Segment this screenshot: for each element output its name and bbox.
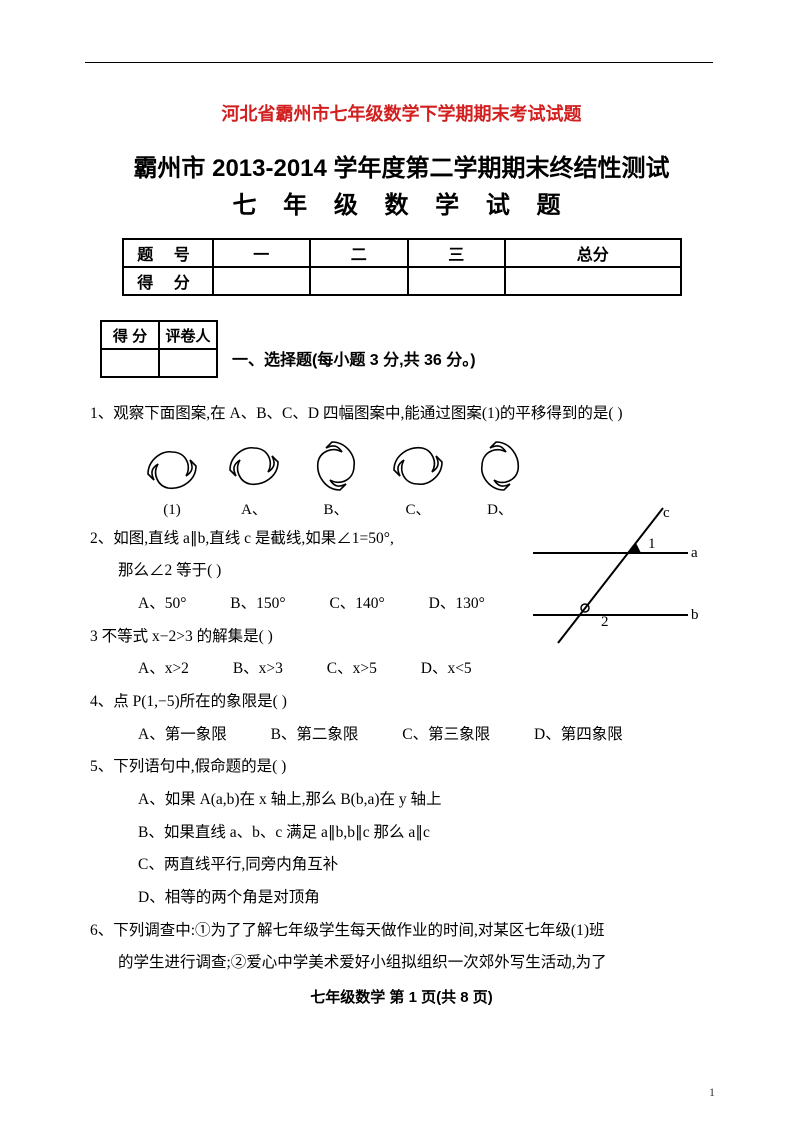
shape-label: D、 bbox=[473, 498, 527, 519]
leaf-shape-icon bbox=[227, 439, 281, 493]
diagram-label-b: b bbox=[691, 607, 699, 623]
question-4-options: A、第一象限 B、第二象限 C、第三象限 D、第四象限 bbox=[90, 721, 713, 750]
question-5-option-a: A、如果 A(a,b)在 x 轴上,那么 B(b,a)在 y 轴上 bbox=[90, 786, 713, 815]
shape-option-c: C、 bbox=[391, 439, 445, 519]
leaf-shape-icon bbox=[473, 439, 527, 493]
option-d: D、x<5 bbox=[421, 655, 472, 684]
shape-original: (1) bbox=[145, 443, 199, 519]
diagram-label-a: a bbox=[691, 545, 698, 561]
diagram-label-1: 1 bbox=[648, 536, 656, 552]
grader-cell bbox=[159, 349, 217, 377]
score-table: 题 号 一 二 三 总分 得 分 bbox=[122, 238, 682, 296]
option-d: D、第四象限 bbox=[534, 721, 623, 750]
option-a: A、第一象限 bbox=[138, 721, 227, 750]
question-6-line2: 的学生进行调查;②爱心中学美术爱好小组拟组织一次郊外写生活动,为了 bbox=[90, 949, 713, 978]
option-a: A、50° bbox=[138, 590, 186, 619]
grader-score-label: 得 分 bbox=[101, 321, 159, 349]
question-2-block: a b c 1 2 2、如图,直线 a∥b,直线 c 是截线,如果∠1=50°,… bbox=[90, 525, 713, 684]
question-4-text: 4、点 P(1,−5)所在的象限是( ) bbox=[90, 688, 713, 717]
score-header-col: 二 bbox=[310, 239, 408, 267]
exam-heading-line2: 七 年 级 数 学 试 题 bbox=[90, 185, 713, 220]
question-3-options: A、x>2 B、x>3 C、x>5 D、x<5 bbox=[90, 655, 713, 684]
option-c: C、140° bbox=[329, 590, 384, 619]
table-row: 得 分 bbox=[123, 267, 681, 295]
shape-label: C、 bbox=[391, 498, 445, 519]
shape-label: (1) bbox=[145, 502, 199, 519]
table-row: 题 号 一 二 三 总分 bbox=[123, 239, 681, 267]
shape-option-a: A、 bbox=[227, 439, 281, 519]
grader-name-label: 评卷人 bbox=[159, 321, 217, 349]
leaf-shape-icon bbox=[391, 439, 445, 493]
option-a: A、x>2 bbox=[138, 655, 189, 684]
score-header-col: 一 bbox=[213, 239, 311, 267]
diagram-label-c: c bbox=[663, 505, 670, 521]
question-5-option-d: D、相等的两个角是对顶角 bbox=[90, 884, 713, 913]
score-cell bbox=[310, 267, 408, 295]
parallel-lines-diagram: a b c 1 2 bbox=[523, 503, 703, 653]
question-6-line1: 6、下列调查中:①为了了解七年级学生每天做作业的时间,对某区七年级(1)班 bbox=[90, 917, 713, 946]
score-row-label: 得 分 bbox=[123, 267, 213, 295]
table-row: 得 分 评卷人 bbox=[101, 321, 217, 349]
diagram-label-2: 2 bbox=[601, 614, 609, 630]
exam-page: 河北省霸州市七年级数学下学期期末考试试题 霸州市 2013-2014 学年度第二… bbox=[0, 0, 793, 1047]
leaf-shape-icon bbox=[145, 443, 199, 497]
question-5-option-c: C、两直线平行,同旁内角互补 bbox=[90, 851, 713, 880]
exam-heading-line1: 霸州市 2013-2014 学年度第二学期期末终结性测试 bbox=[90, 148, 713, 183]
shape-option-b: B、 bbox=[309, 439, 363, 519]
question-5-option-b: B、如果直线 a、b、c 满足 a∥b,b∥c 那么 a∥c bbox=[90, 819, 713, 848]
option-c: C、x>5 bbox=[327, 655, 377, 684]
page-footer: 七年级数学 第 1 页(共 8 页) bbox=[90, 986, 713, 1007]
option-c: C、第三象限 bbox=[402, 721, 490, 750]
score-header-col: 三 bbox=[408, 239, 506, 267]
leaf-shape-icon bbox=[309, 439, 363, 493]
section-header-row: 得 分 评卷人 一、选择题(每小题 3 分,共 36 分。) bbox=[90, 320, 713, 396]
option-d: D、130° bbox=[429, 590, 485, 619]
option-b: B、150° bbox=[230, 590, 285, 619]
section-1-title: 一、选择题(每小题 3 分,共 36 分。) bbox=[232, 346, 476, 370]
grader-cell bbox=[101, 349, 159, 377]
score-header-label: 题 号 bbox=[123, 239, 213, 267]
shape-label: B、 bbox=[309, 498, 363, 519]
score-cell bbox=[408, 267, 506, 295]
table-row bbox=[101, 349, 217, 377]
document-title-red: 河北省霸州市七年级数学下学期期末考试试题 bbox=[90, 100, 713, 126]
page-number-corner: 1 bbox=[709, 1085, 715, 1100]
shape-option-d: D、 bbox=[473, 439, 527, 519]
option-b: B、第二象限 bbox=[271, 721, 359, 750]
option-b: B、x>3 bbox=[233, 655, 283, 684]
score-cell bbox=[213, 267, 311, 295]
shape-label: A、 bbox=[227, 498, 281, 519]
score-cell bbox=[505, 267, 681, 295]
top-rule bbox=[85, 62, 713, 63]
question-5-text: 5、下列语句中,假命题的是( ) bbox=[90, 753, 713, 782]
score-header-total: 总分 bbox=[505, 239, 681, 267]
question-1-text: 1、观察下面图案,在 A、B、C、D 四幅图案中,能通过图案(1)的平移得到的是… bbox=[90, 400, 713, 429]
grader-table: 得 分 评卷人 bbox=[100, 320, 218, 378]
